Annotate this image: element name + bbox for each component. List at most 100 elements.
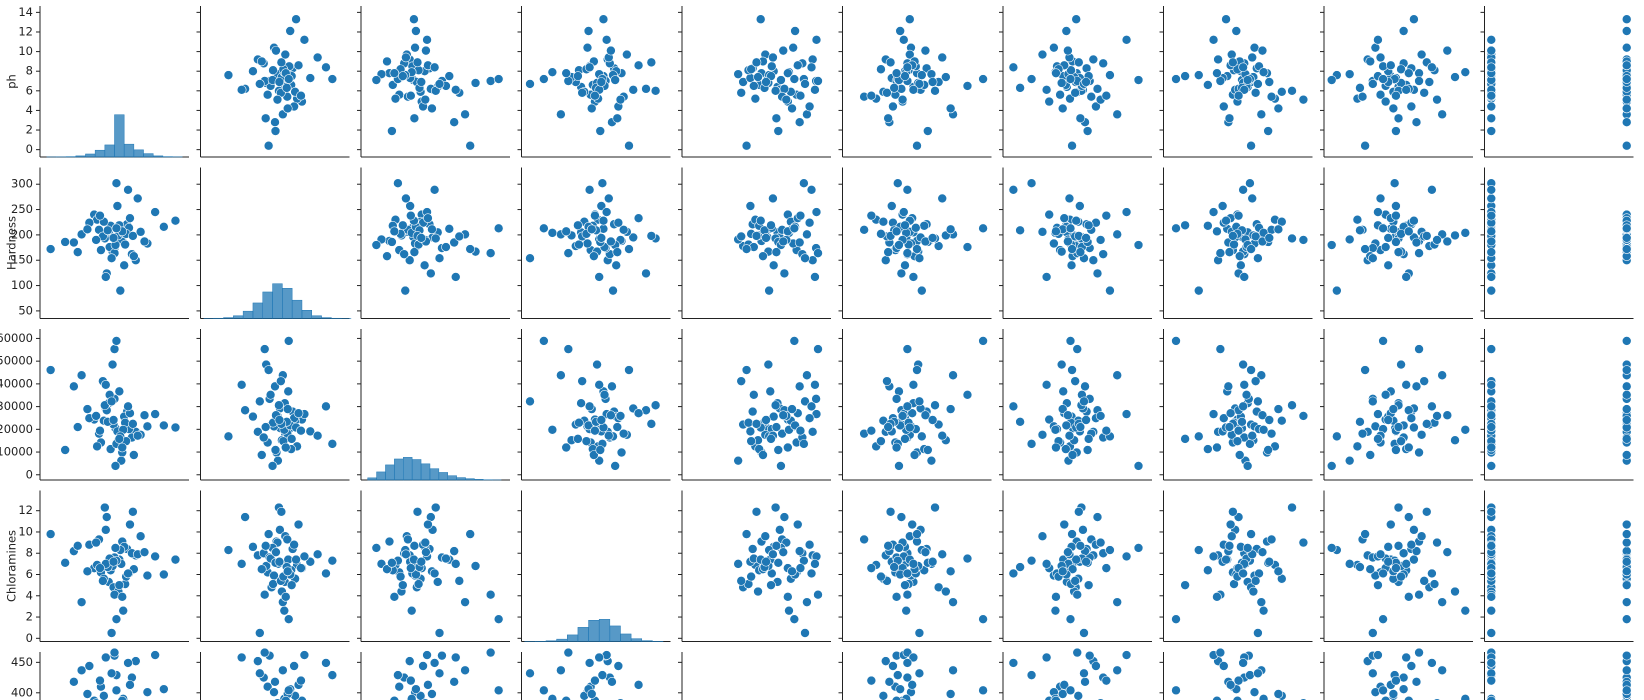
scatter-point bbox=[100, 272, 111, 282]
scatter-point bbox=[751, 231, 762, 241]
scatter-point bbox=[69, 237, 79, 248]
scatter-point bbox=[223, 431, 234, 442]
scatter-point bbox=[615, 411, 626, 421]
scatter-point bbox=[1621, 60, 1632, 71]
scatter-point bbox=[1621, 685, 1632, 696]
scatter-point bbox=[1121, 409, 1132, 419]
scatter-point bbox=[1112, 597, 1123, 607]
scatter-point bbox=[108, 233, 119, 243]
scatter-point bbox=[1247, 52, 1258, 63]
scatter-point bbox=[1263, 445, 1273, 455]
scatter-point bbox=[1486, 568, 1497, 579]
scatter-point bbox=[1264, 77, 1275, 87]
scatter-point bbox=[129, 251, 139, 261]
scatter-point bbox=[783, 592, 793, 602]
scatter-point bbox=[1385, 519, 1396, 530]
scatter-point bbox=[1365, 56, 1376, 67]
scatter-point bbox=[1067, 244, 1077, 254]
scatter-point bbox=[788, 42, 798, 53]
scatter-point bbox=[1621, 597, 1632, 607]
hist-bar bbox=[577, 627, 589, 642]
scatter-point bbox=[260, 422, 271, 432]
scatter-point bbox=[790, 26, 800, 36]
scatter-point bbox=[1486, 62, 1497, 73]
y-tick-label: 0 bbox=[26, 631, 33, 645]
scatter-point bbox=[590, 675, 600, 686]
scatter-point bbox=[423, 213, 433, 223]
scatter-point bbox=[1050, 424, 1061, 435]
scatter-point bbox=[920, 45, 931, 56]
scatter-point bbox=[804, 539, 815, 550]
panel bbox=[1320, 6, 1473, 158]
scatter-point bbox=[761, 77, 771, 87]
scatter-point bbox=[1409, 14, 1419, 25]
scatter-point bbox=[1298, 94, 1309, 105]
scatter-point bbox=[1344, 69, 1355, 79]
scatter-point bbox=[920, 410, 931, 421]
scatter-point bbox=[100, 525, 111, 535]
scatter-point bbox=[1242, 543, 1253, 553]
scatter-point bbox=[775, 525, 785, 535]
scatter-point bbox=[125, 519, 135, 530]
scatter-point bbox=[733, 455, 743, 466]
scatter-point bbox=[747, 544, 758, 554]
scatter-point bbox=[429, 658, 440, 668]
scatter-point bbox=[449, 546, 459, 556]
scatter-point bbox=[741, 529, 752, 539]
y-tick-label: 14 bbox=[18, 5, 33, 19]
scatter-point bbox=[416, 233, 427, 243]
scatter-point bbox=[312, 549, 323, 560]
scatter-point bbox=[111, 336, 122, 346]
scatter-point bbox=[746, 64, 756, 75]
scatter-point bbox=[296, 563, 306, 573]
scatter-point bbox=[1245, 178, 1255, 189]
scatter-point bbox=[296, 425, 306, 436]
scatter-point bbox=[561, 695, 571, 700]
scatter-point bbox=[421, 45, 431, 56]
scatter-point bbox=[1223, 381, 1234, 392]
panel bbox=[1480, 329, 1634, 481]
scatter-point bbox=[1061, 444, 1071, 454]
scatter-point bbox=[813, 589, 823, 600]
scatter-point bbox=[804, 217, 815, 228]
scatter-point bbox=[69, 677, 79, 687]
scatter-point bbox=[1057, 404, 1068, 414]
scatter-point bbox=[444, 224, 455, 234]
scatter-point bbox=[1234, 251, 1245, 261]
scatter-point bbox=[1239, 272, 1250, 282]
scatter-point bbox=[962, 389, 973, 400]
hist-bar bbox=[114, 114, 125, 158]
scatter-point bbox=[441, 553, 451, 564]
scatter-point bbox=[1406, 413, 1417, 423]
scatter-point bbox=[1427, 184, 1437, 195]
hist-bar bbox=[262, 291, 273, 319]
scatter-point bbox=[646, 419, 657, 429]
scatter-point bbox=[394, 681, 405, 692]
scatter-point bbox=[876, 229, 886, 239]
panel bbox=[517, 6, 671, 158]
scatter-point bbox=[135, 227, 146, 237]
scatter-point bbox=[102, 225, 113, 236]
scatter-point bbox=[1419, 576, 1429, 586]
scatter-point bbox=[1403, 512, 1414, 522]
panel bbox=[196, 647, 338, 700]
scatter-point bbox=[1171, 685, 1181, 696]
scatter-point bbox=[878, 216, 889, 227]
scatter-point bbox=[787, 103, 797, 114]
scatter-point bbox=[1419, 87, 1429, 98]
y-tick-label: 10 bbox=[18, 44, 33, 58]
scatter-point bbox=[612, 247, 623, 257]
scatter-point bbox=[139, 236, 150, 247]
scatter-point bbox=[1066, 260, 1077, 271]
scatter-point bbox=[1041, 379, 1052, 390]
scatter-point bbox=[1442, 236, 1453, 247]
scatter-point bbox=[948, 370, 958, 381]
scatter-point bbox=[776, 461, 786, 471]
scatter-point bbox=[771, 247, 782, 257]
scatter-point bbox=[895, 684, 905, 694]
scatter-point bbox=[139, 410, 150, 421]
scatter-point bbox=[758, 251, 768, 261]
scatter-point bbox=[574, 417, 584, 428]
scatter-point bbox=[1065, 74, 1076, 84]
scatter-point bbox=[114, 580, 125, 590]
